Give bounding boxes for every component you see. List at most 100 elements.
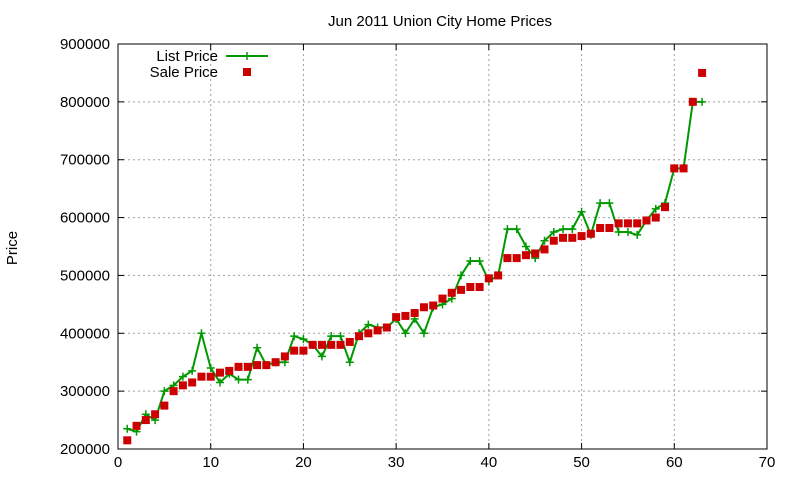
sale-price-point: [178, 381, 187, 390]
list-price-point: [317, 352, 326, 361]
y-axis-label: Price: [4, 231, 21, 265]
sale-price-point: [447, 288, 456, 297]
list-price-point: [466, 256, 475, 265]
sale-price-point: [503, 254, 512, 263]
sale-price-point: [197, 372, 206, 381]
sale-price-point: [679, 164, 688, 173]
sale-price-point: [123, 436, 132, 445]
list-price-point: [336, 332, 345, 341]
list-price-point: [623, 228, 632, 237]
legend-label-list-price: List Price: [156, 48, 218, 65]
y-tick-label: 900000: [60, 36, 110, 53]
sale-price-point: [336, 340, 345, 349]
x-tick-label: 20: [295, 454, 312, 471]
sale-price-point: [382, 323, 391, 332]
list-price-point: [512, 225, 521, 234]
sale-price-point: [512, 254, 521, 263]
list-price-point: [290, 332, 299, 341]
list-price-point: [540, 236, 549, 245]
sale-price-point: [253, 361, 262, 370]
sale-price-point: [262, 361, 271, 370]
axis-ticks: 0 10 20 30 40 50 60 70 200000 300000 400000 500000 6…: [60, 36, 775, 471]
x-tick-label: 70: [759, 454, 776, 471]
legend-label-sale-price: Sale Price: [150, 64, 218, 81]
list-price-point: [521, 242, 530, 251]
plot-frame: [117, 43, 768, 450]
grid: [118, 44, 767, 449]
chart-title: Jun 2011 Union City Home Prices: [328, 13, 552, 30]
list-price-point: [651, 204, 660, 213]
sale-price-point: [317, 340, 326, 349]
sale-price-point: [225, 366, 234, 375]
sale-price-point: [308, 340, 317, 349]
list-price-point: [568, 225, 577, 234]
list-price-point: [614, 228, 623, 237]
sale-price-point: [373, 326, 382, 335]
list-price-point: [419, 329, 428, 338]
sale-price-point: [521, 251, 530, 260]
sale-price-point: [484, 274, 493, 283]
sale-price-point: [290, 346, 299, 355]
y-tick-label: 700000: [60, 152, 110, 169]
list-price-point: [215, 378, 224, 387]
list-price-point: [123, 424, 132, 433]
sale-price-point: [410, 309, 419, 318]
list-price-point: [577, 207, 586, 216]
sale-price-point: [605, 223, 614, 232]
sale-price-point: [151, 410, 160, 419]
list-price-point: [698, 97, 707, 106]
sale-price-point: [345, 337, 354, 346]
sale-price-point: [642, 216, 651, 225]
y-tick-label: 200000: [60, 441, 110, 458]
sale-price-point: [243, 362, 252, 371]
sale-price-point: [141, 416, 150, 425]
sale-price-point: [549, 236, 558, 245]
list-price-point: [178, 372, 187, 381]
series-layer: [123, 68, 707, 445]
legend-sample-list-marker: [243, 52, 251, 60]
sale-price-point: [355, 332, 364, 341]
sale-price-point: [188, 378, 197, 387]
sale-price-point: [132, 421, 141, 430]
sale-price-point: [577, 232, 586, 241]
sale-price-point: [661, 203, 670, 212]
list-price-point: [364, 320, 373, 329]
sale-price-point: [531, 249, 540, 258]
x-tick-label: 0: [114, 454, 122, 471]
list-price-point: [206, 364, 215, 372]
list-price-line: [126, 100, 703, 433]
sale-price-point: [633, 219, 642, 228]
list-price-point: [475, 256, 484, 265]
sale-price-point: [280, 352, 289, 361]
list-price-point: [503, 225, 512, 234]
list-price-point: [243, 375, 252, 384]
sale-price-point: [169, 387, 178, 396]
list-price-point: [197, 329, 206, 338]
sale-price-point: [271, 358, 280, 367]
list-price-point: [345, 358, 354, 367]
sale-price-point: [206, 372, 215, 381]
sale-price-point: [623, 219, 632, 228]
y-tick-label: 500000: [60, 267, 110, 284]
sale-price-point: [299, 346, 308, 355]
sale-price-point: [364, 329, 373, 338]
sale-price-point: [401, 311, 410, 320]
y-tick-label: 800000: [60, 94, 110, 111]
sale-price-point: [614, 219, 623, 228]
sale-price-point: [651, 213, 660, 222]
sale-price-point: [466, 283, 475, 291]
sale-price-point: [494, 271, 503, 280]
list-price-point: [605, 199, 614, 208]
list-price-point: [327, 332, 336, 341]
sale-price-point: [215, 368, 224, 377]
sale-price-point: [586, 229, 595, 238]
sale-price-point: [429, 301, 438, 310]
sale-price-point: [160, 401, 169, 410]
y-tick-label: 300000: [60, 383, 110, 400]
list-price-point: [633, 230, 642, 239]
sale-price-point: [457, 285, 466, 294]
sale-price-point: [559, 233, 568, 242]
sale-price-point: [698, 68, 707, 77]
sale-price-point: [327, 340, 336, 349]
